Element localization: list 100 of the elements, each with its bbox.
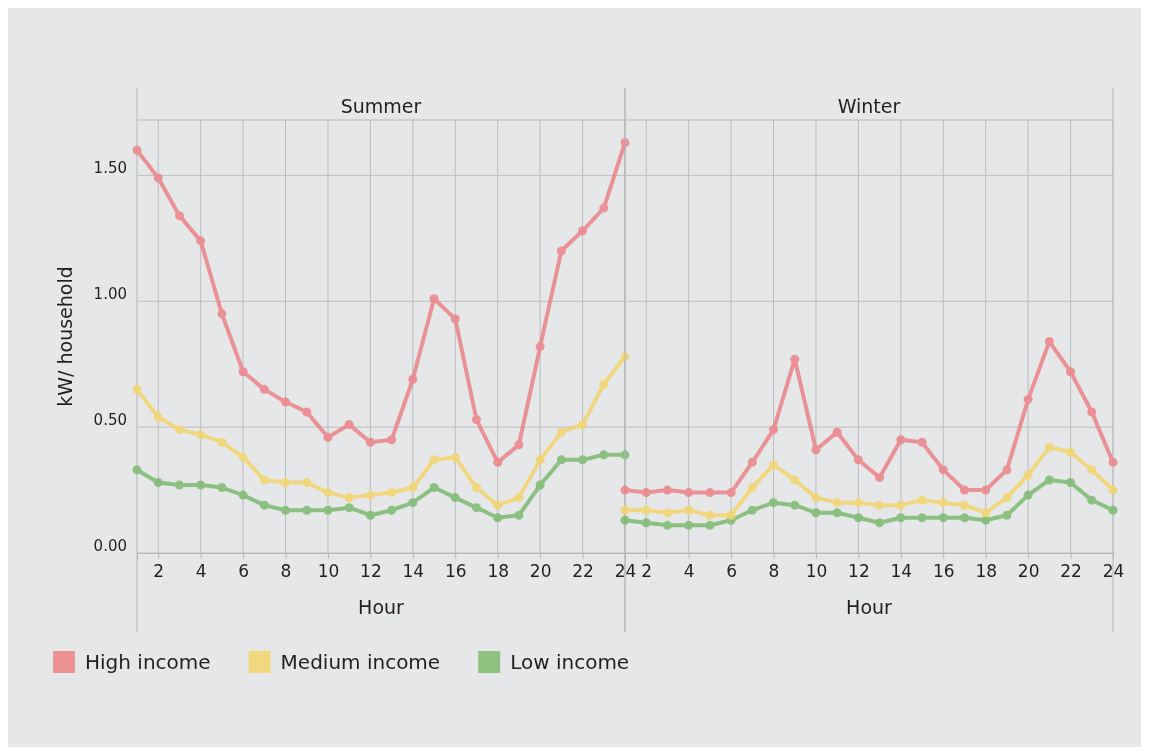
x-tick-label: 6 — [238, 561, 249, 582]
x-tick-label: 6 — [726, 561, 737, 582]
x-tick-label: 4 — [195, 561, 207, 582]
point — [811, 508, 821, 518]
point — [853, 455, 863, 465]
point — [747, 457, 757, 467]
chart-title: Winter — [837, 95, 901, 117]
point — [853, 513, 863, 523]
point — [896, 435, 906, 445]
point — [917, 495, 927, 505]
point — [790, 354, 800, 364]
point — [1087, 465, 1097, 475]
x-tick-label: 2 — [153, 561, 165, 582]
x-tick-label: 12 — [848, 561, 870, 582]
point — [1108, 485, 1118, 495]
point — [662, 508, 672, 518]
point — [726, 510, 736, 520]
point — [1066, 447, 1076, 457]
legend-label: Medium income — [280, 650, 441, 674]
x-tick-label: 16 — [444, 561, 467, 582]
point — [684, 520, 694, 530]
point — [769, 498, 779, 508]
x-tick-label: 8 — [280, 561, 292, 582]
x-tick-label: 4 — [683, 561, 695, 582]
point — [938, 465, 948, 475]
point — [832, 427, 842, 437]
point — [726, 488, 736, 498]
point — [620, 515, 630, 525]
point — [811, 445, 821, 455]
point — [1002, 510, 1012, 520]
point — [959, 485, 969, 495]
point — [662, 520, 672, 530]
point — [981, 485, 991, 495]
point — [1023, 470, 1033, 480]
legend-label: High income — [85, 650, 211, 674]
point — [917, 513, 927, 523]
point — [620, 505, 630, 515]
point — [1023, 490, 1033, 500]
point — [705, 488, 715, 498]
point — [896, 500, 906, 510]
y-tick-label: 1.50 — [93, 158, 127, 177]
point — [1002, 493, 1012, 503]
point — [875, 472, 885, 482]
point — [938, 498, 948, 508]
point — [641, 505, 651, 515]
point — [981, 515, 991, 525]
point — [1002, 465, 1012, 475]
legend-label: Low income — [510, 650, 630, 674]
point — [1108, 457, 1118, 467]
chart-title: Summer — [340, 95, 422, 117]
point — [832, 508, 842, 518]
x-tick-label: 18 — [975, 561, 998, 582]
point — [1066, 367, 1076, 377]
point — [769, 425, 779, 435]
point — [875, 518, 885, 528]
point — [875, 500, 885, 510]
x-axis-title: Hour — [358, 596, 405, 618]
point — [769, 460, 779, 470]
point — [1066, 478, 1076, 488]
x-tick-label: 14 — [402, 561, 425, 582]
point — [938, 513, 948, 523]
point — [620, 485, 630, 495]
point — [747, 505, 757, 515]
point — [1023, 394, 1033, 404]
point — [896, 513, 906, 523]
x-tick-label: 20 — [529, 561, 552, 582]
x-tick-label: 18 — [487, 561, 510, 582]
point — [1044, 442, 1054, 452]
point — [832, 498, 842, 508]
point — [1087, 407, 1097, 417]
point — [662, 485, 672, 495]
x-tick-label: 22 — [572, 561, 594, 582]
point — [959, 500, 969, 510]
x-tick-label: 14 — [890, 561, 913, 582]
point — [790, 475, 800, 485]
x-tick-label: 20 — [1017, 561, 1040, 582]
x-tick-label: 24 — [1102, 561, 1125, 582]
x-tick-label: 10 — [805, 561, 828, 582]
x-tick-label: 12 — [360, 561, 382, 582]
point — [1087, 495, 1097, 505]
x-tick-label: 22 — [1060, 561, 1082, 582]
x-tick-label: 10 — [317, 561, 340, 582]
point — [1044, 475, 1054, 485]
point — [959, 513, 969, 523]
point — [747, 483, 757, 493]
point — [853, 498, 863, 508]
y-tick-label: 0.00 — [93, 536, 127, 555]
point — [790, 500, 800, 510]
x-tick-label: 24 — [614, 561, 637, 582]
x-axis-title: Hour — [846, 596, 893, 618]
point — [641, 518, 651, 528]
point — [684, 505, 694, 515]
point — [1108, 505, 1118, 515]
y-tick-label: 0.50 — [93, 410, 127, 429]
point — [684, 488, 694, 498]
point — [811, 493, 821, 503]
point — [705, 520, 715, 530]
point — [641, 488, 651, 498]
y-tick-label: 1.00 — [93, 284, 127, 303]
point — [705, 510, 715, 520]
